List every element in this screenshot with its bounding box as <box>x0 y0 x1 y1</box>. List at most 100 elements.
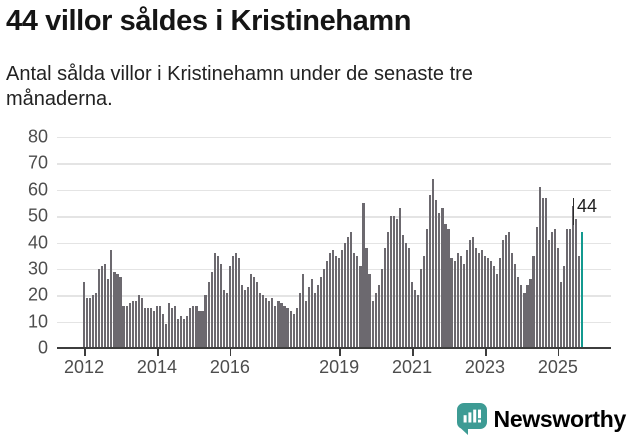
bar <box>116 274 119 348</box>
x-tick-label: 2012 <box>64 357 105 377</box>
x-tick-label: 2019 <box>319 357 360 377</box>
bar <box>186 316 189 348</box>
bar <box>414 289 417 348</box>
bar <box>149 308 152 348</box>
bar <box>517 276 520 348</box>
bar <box>547 239 550 348</box>
bar <box>189 308 192 348</box>
bar <box>398 208 401 348</box>
bar <box>295 308 298 348</box>
bar <box>207 282 210 348</box>
bar <box>286 308 289 348</box>
bar <box>341 250 344 348</box>
bar <box>444 224 447 348</box>
bar <box>441 208 444 348</box>
bar <box>392 216 395 348</box>
gridline <box>57 189 611 192</box>
bar <box>453 260 456 348</box>
bar <box>447 229 450 348</box>
bar <box>86 297 89 348</box>
bar <box>192 305 195 348</box>
bar <box>383 247 386 348</box>
bar <box>438 213 441 348</box>
bar <box>511 253 514 348</box>
bar <box>256 282 259 348</box>
bar <box>335 255 338 348</box>
bar <box>146 308 149 348</box>
bar <box>310 279 313 348</box>
x-tick-label: 2023 <box>464 357 505 377</box>
bar <box>565 229 569 348</box>
bar <box>95 292 98 348</box>
bar <box>237 258 241 348</box>
bar <box>374 292 377 348</box>
bar <box>456 253 459 348</box>
bar <box>301 274 304 348</box>
bar <box>289 311 292 348</box>
bar <box>429 195 432 348</box>
x-tick-label: 2014 <box>136 357 177 377</box>
bar <box>389 216 392 348</box>
x-tick-label: 2025 <box>537 357 578 377</box>
y-tick-label: 20 <box>27 284 48 305</box>
bar <box>316 284 319 348</box>
bar <box>514 263 517 348</box>
bar <box>395 218 398 348</box>
bar <box>338 258 341 348</box>
bar <box>426 229 429 348</box>
bar <box>152 311 155 348</box>
bar <box>171 308 174 348</box>
bar <box>228 266 231 348</box>
bar <box>450 258 453 348</box>
bar <box>332 250 335 348</box>
bar <box>380 268 383 348</box>
bar <box>532 255 535 348</box>
bar <box>401 234 405 348</box>
bar <box>125 305 128 348</box>
bar <box>544 197 547 348</box>
bar <box>143 308 146 348</box>
bar <box>541 197 544 348</box>
highlighted-bar <box>581 231 584 348</box>
bar <box>213 253 216 348</box>
bar <box>83 282 86 348</box>
bar <box>350 231 353 348</box>
bar <box>204 295 207 348</box>
bar <box>578 255 581 348</box>
annotation-leader-line <box>572 198 574 225</box>
bar <box>486 258 490 348</box>
y-tick-label: 50 <box>27 205 48 226</box>
bar <box>250 274 253 348</box>
bar <box>268 300 271 348</box>
bar <box>262 295 265 348</box>
newsworthy-logo: Newsworthy <box>456 403 626 435</box>
bar <box>174 305 177 348</box>
bar <box>562 266 565 348</box>
gridline <box>57 216 611 218</box>
bar <box>435 200 438 348</box>
bar <box>283 305 286 348</box>
bar <box>319 276 323 348</box>
bar <box>574 218 578 348</box>
y-tick-label: 0 <box>37 337 48 358</box>
bar <box>550 231 553 348</box>
bar <box>471 237 474 348</box>
bar <box>292 313 295 348</box>
bar <box>234 253 237 348</box>
x-tick-label: 2016 <box>209 357 250 377</box>
bar <box>526 284 529 348</box>
gridline <box>57 242 611 244</box>
bar <box>508 231 511 348</box>
bar <box>259 292 262 348</box>
bar <box>210 271 213 348</box>
bar <box>474 247 477 348</box>
bar <box>489 260 493 348</box>
bar <box>128 303 131 348</box>
x-tick-mark <box>557 349 560 356</box>
bar <box>274 305 277 348</box>
bar <box>538 187 541 348</box>
bar <box>304 300 307 348</box>
bar <box>559 282 562 348</box>
